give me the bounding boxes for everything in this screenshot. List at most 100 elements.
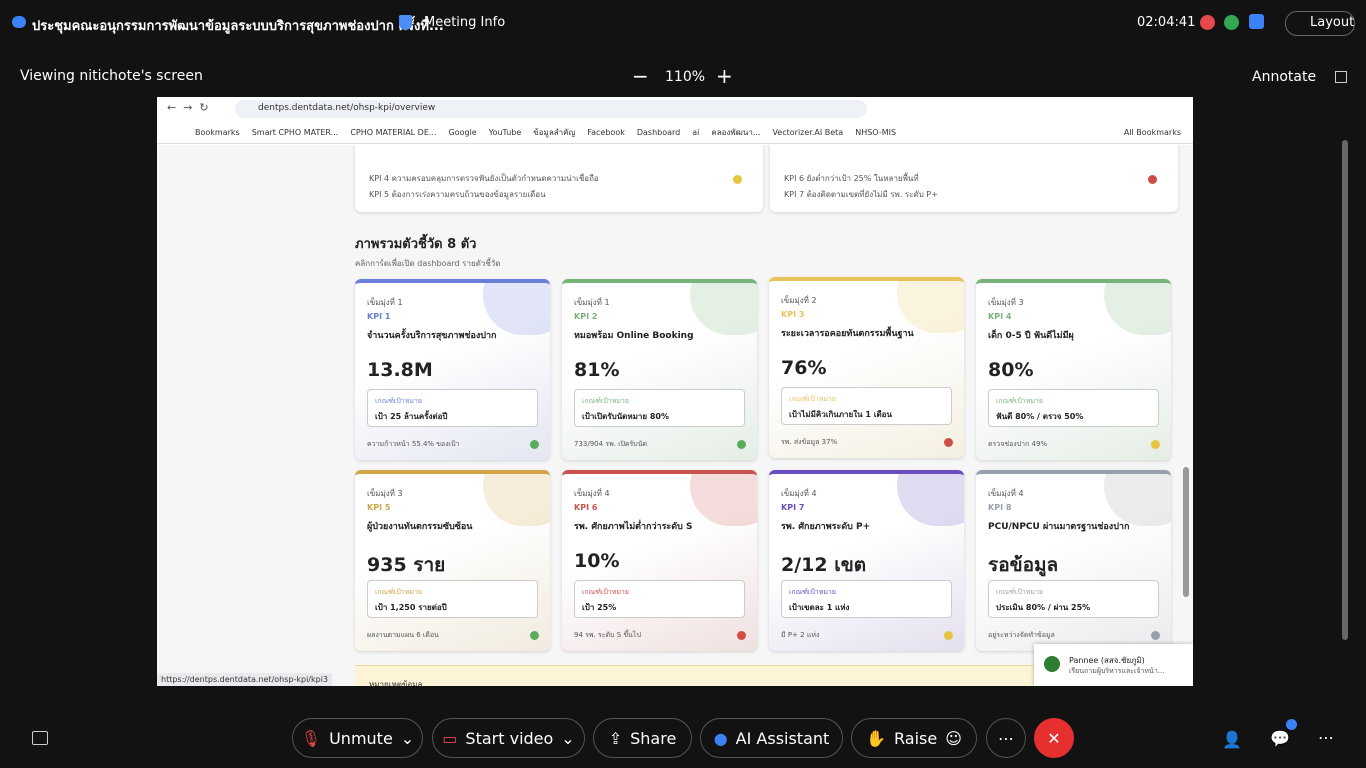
target-box bbox=[574, 580, 745, 618]
address-bar[interactable] bbox=[235, 100, 867, 118]
kpi-card[interactable]: เข็มมุ่งที่ 3 KPI 4 เด็ก 0-5 ปี ฟันดีไม่มี… bbox=[976, 279, 1171, 460]
target-box bbox=[781, 580, 952, 618]
bookmark[interactable]: Dashboard bbox=[636, 128, 681, 137]
target-label: เกณฑ์เป้าหมาย bbox=[582, 397, 629, 405]
raise-button[interactable]: ✋ Raise ☺ bbox=[851, 718, 977, 758]
layout-button[interactable] bbox=[1285, 11, 1355, 36]
chat[interactable]: 💬 bbox=[1270, 729, 1290, 748]
ai-label: AI Assistant bbox=[735, 728, 830, 748]
chat-badge bbox=[1286, 719, 1297, 730]
target-box bbox=[574, 389, 745, 427]
kpi-name: จำนวนครั้งบริการสุขภาพช่องปาก bbox=[367, 331, 497, 341]
video-label: Start video bbox=[465, 728, 554, 748]
status-dot bbox=[530, 440, 539, 449]
unmute-label: Unmute bbox=[329, 728, 393, 748]
raise-label: Raise bbox=[894, 728, 938, 748]
bookmark[interactable]: Vectorizer.AI Beta bbox=[772, 128, 844, 137]
shield-icon[interactable] bbox=[399, 15, 412, 30]
footer: ผลงานตามแผน 6 เดือน bbox=[367, 631, 439, 639]
target: ประเมิน 80% / ผ่าน 25% bbox=[996, 603, 1091, 612]
share-button[interactable]: ⇪ Share bbox=[593, 718, 692, 758]
kpi-value: 935 ราย bbox=[367, 554, 446, 576]
card-circle bbox=[690, 283, 757, 335]
kpi-id: KPI 8 bbox=[988, 503, 1012, 512]
target-box bbox=[781, 387, 952, 425]
ai-button[interactable]: ● AI Assistant bbox=[700, 718, 843, 758]
target-label: เกณฑ์เป้าหมาย bbox=[789, 395, 836, 403]
bookmark[interactable]: ข้อมูลสำคัญ bbox=[533, 128, 576, 137]
zoom-in[interactable]: + bbox=[716, 64, 733, 88]
target: เป้า 25% bbox=[582, 603, 617, 612]
kpi-name: ระยะเวลารอคอยทันตกรรมพื้นฐาน bbox=[781, 329, 914, 339]
status-dot bbox=[737, 631, 746, 640]
footer: 733/904 รพ. เปิดรับนัด bbox=[574, 440, 648, 448]
leave-button[interactable]: ✕ bbox=[1034, 718, 1074, 758]
status-dot bbox=[737, 440, 746, 449]
bookmark[interactable]: Google bbox=[448, 128, 477, 137]
layout-label[interactable]: Layout bbox=[1310, 15, 1355, 30]
bookmark[interactable]: ai bbox=[692, 128, 700, 137]
card-circle bbox=[483, 474, 550, 526]
stats-icon[interactable] bbox=[1224, 15, 1239, 30]
kpi-card[interactable]: เข็มมุ่งที่ 4 KPI 6 รพ. ศักยภาพไม่ต่ำกว่าร… bbox=[562, 470, 757, 651]
bookmark[interactable]: Smart CPHO MATER... bbox=[251, 128, 339, 137]
banner: หมายเหตุข้อมูล bbox=[355, 665, 1172, 686]
bookmark[interactable]: All Bookmarks bbox=[1123, 128, 1181, 137]
app-icon bbox=[12, 16, 26, 28]
kpi-card[interactable]: เข็มมุ่งที่ 2 KPI 3 ระยะเวลารอคอยทันตกรรมพ… bbox=[769, 277, 964, 458]
section-title: ภาพรวมตัวชี้วัด 8 ตัว bbox=[355, 237, 477, 252]
footer: อยู่ระหว่างจัดทำข้อมูล bbox=[988, 631, 1055, 639]
record-icon[interactable] bbox=[1200, 15, 1215, 30]
kpi-id: KPI 6 bbox=[574, 503, 598, 512]
status-dot bbox=[530, 631, 539, 640]
more[interactable]: ⋯ bbox=[1318, 728, 1334, 747]
bookmark[interactable]: NHSO-MIS bbox=[855, 128, 897, 137]
target-label: เกณฑ์เป้าหมาย bbox=[996, 397, 1043, 405]
unmute-button[interactable]: 🎙 Unmute ⌄ bbox=[292, 718, 423, 758]
kpi-id: KPI 1 bbox=[367, 312, 391, 321]
url[interactable]: dentps.dentdata.net/ohsp-kpi/overview bbox=[258, 103, 436, 113]
kpi-card[interactable]: เข็มมุ่งที่ 1 KPI 2 หมอพร้อม Online Bookin… bbox=[562, 279, 757, 460]
kpi-card[interactable]: เข็มมุ่งที่ 3 KPI 5 ผู้ป่วยงานทันตกรรมซับซ… bbox=[355, 470, 550, 651]
bookmark[interactable]: YouTube bbox=[488, 128, 522, 137]
target-box bbox=[988, 389, 1159, 427]
target-label: เกณฑ์เป้าหมาย bbox=[996, 588, 1043, 596]
participants[interactable]: 👤 bbox=[1222, 730, 1242, 749]
fullscreen[interactable] bbox=[1335, 71, 1347, 83]
notification[interactable]: Pannee (สสจ.ชัยภูมิ) เรียนถามผู้บริหารแล… bbox=[1034, 644, 1193, 686]
kpi-name: รพ. ศักยภาพระดับ P+ bbox=[781, 522, 871, 532]
note-card: KPI 4 ความครอบคลุมการตรวจฟันยังเป็นตัวกำ… bbox=[355, 145, 763, 212]
avatar bbox=[1044, 656, 1060, 672]
card-circle bbox=[690, 474, 757, 526]
bookmark[interactable]: CPHO MATERIAL DE... bbox=[350, 128, 437, 137]
bookmark[interactable]: คลองพัฒนา... bbox=[711, 128, 761, 137]
note-status bbox=[733, 175, 742, 184]
kpi-name: หมอพร้อม Online Booking bbox=[574, 331, 694, 341]
target-label: เกณฑ์เป้าหมาย bbox=[582, 588, 629, 596]
target: เป้าไม่มีคิวเกินภายใน 1 เดือน bbox=[789, 410, 892, 419]
video-button[interactable]: ▭ Start video ⌄ bbox=[432, 718, 585, 758]
target-label: เกณฑ์เป้าหมาย bbox=[789, 588, 836, 596]
top-bar: ประชุมคณะอนุกรรมการพัฒนาข้อมูลระบบบริการ… bbox=[0, 0, 1366, 46]
captions[interactable] bbox=[32, 731, 48, 745]
card-circle bbox=[1104, 474, 1171, 526]
target: เป้า 1,250 รายต่อปี bbox=[375, 603, 447, 612]
kpi-name: เด็ก 0-5 ปี ฟันดีไม่มีผุ bbox=[988, 331, 1074, 341]
kpi-card[interactable]: เข็มมุ่งที่ 4 KPI 8 PCU/NPCU ผ่านมาตรฐานช่… bbox=[976, 470, 1171, 651]
kpi-id: KPI 2 bbox=[574, 312, 598, 321]
bookmark[interactable]: Bookmarks bbox=[195, 128, 240, 137]
footer: ความก้าวหน้า 55.4% ของเป้า bbox=[367, 440, 460, 448]
bookmark[interactable]: Facebook bbox=[587, 128, 625, 137]
banner-text: หมายเหตุข้อมูล bbox=[369, 680, 423, 686]
meeting-info[interactable]: Meeting Info bbox=[424, 15, 506, 30]
kpi-card[interactable]: เข็มมุ่งที่ 4 KPI 7 รพ. ศักยภาพระดับ P+ 2/1… bbox=[769, 470, 964, 651]
annotate[interactable]: Annotate bbox=[1252, 69, 1317, 85]
kpi-card[interactable]: เข็มมุ่งที่ 1 KPI 1 จำนวนครั้งบริการสุขภาพ… bbox=[355, 279, 550, 460]
nav-buttons[interactable]: ← → ↻ bbox=[167, 101, 209, 114]
target-label: เกณฑ์เป้าหมาย bbox=[375, 397, 422, 405]
more-button[interactable]: ⋯ bbox=[986, 718, 1026, 758]
status-dot bbox=[944, 438, 953, 447]
kpi-value: 76% bbox=[781, 357, 827, 379]
apps-icon[interactable] bbox=[1249, 14, 1264, 29]
zoom-out[interactable]: − bbox=[632, 64, 649, 88]
